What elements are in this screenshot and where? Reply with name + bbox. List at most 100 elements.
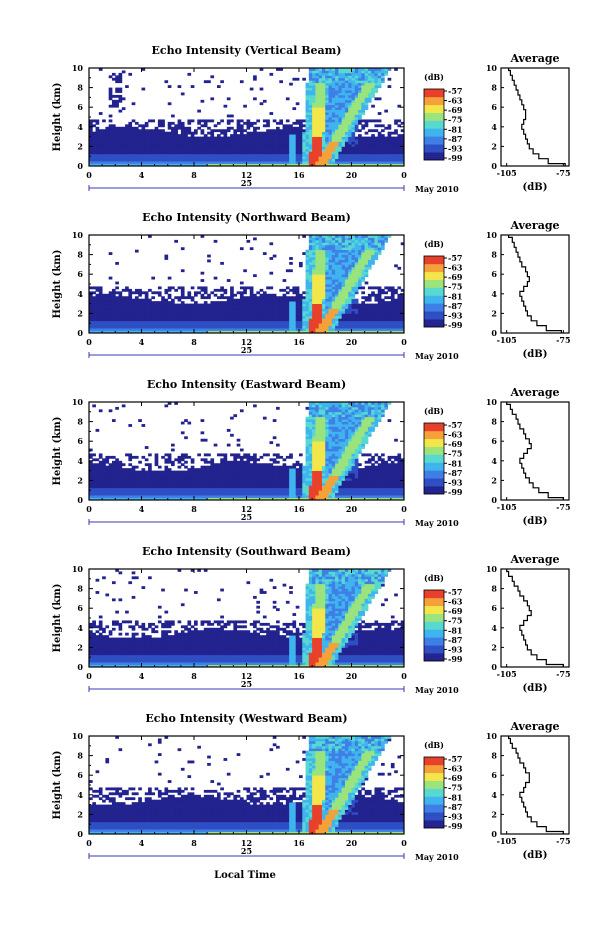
heatmap-cell (213, 315, 218, 319)
heatmap-cell (305, 126, 310, 130)
heatmap-cell (138, 303, 142, 307)
heatmap-cell (144, 490, 149, 494)
heatmap-cell (184, 492, 188, 496)
heatmap-cell (207, 80, 211, 84)
heatmap-cell (171, 328, 175, 331)
heatmap-cell (180, 148, 185, 152)
heatmap-cell (151, 482, 156, 486)
heatmap-cell (312, 87, 316, 91)
heatmap-cell (348, 315, 352, 319)
heatmap-cell (141, 475, 146, 479)
heatmap-cell (246, 325, 251, 329)
heatmap-cell (92, 139, 96, 142)
heatmap-cell (89, 141, 93, 145)
heatmap-cell (305, 261, 310, 265)
heatmap-cell (321, 313, 326, 317)
heatmap-cell (89, 139, 93, 142)
heatmap-cell (292, 301, 297, 304)
heatmap-cell (285, 315, 290, 319)
heatmap-cell (312, 288, 316, 292)
heatmap-cell (141, 323, 146, 327)
heatmap-cell (177, 136, 182, 140)
heatmap-cell (371, 104, 375, 108)
colorbar-tick-label: -57 (448, 86, 462, 96)
heatmap-cell (321, 286, 326, 290)
heatmap-cell (243, 156, 247, 160)
heatmap-cell (331, 308, 336, 312)
heatmap-cell (102, 146, 106, 150)
heatmap-cell (144, 473, 149, 476)
heatmap-cell (312, 239, 316, 243)
heatmap-cell (348, 281, 352, 285)
heatmap-cell (400, 158, 405, 162)
heatmap-cell (115, 475, 119, 479)
colorbar-frame (423, 88, 445, 161)
heatmap-cell (344, 104, 349, 108)
heatmap-cell (92, 487, 96, 491)
heatmap-cell (115, 330, 119, 334)
heatmap-cell (394, 298, 398, 302)
heatmap-cell (105, 313, 110, 317)
heatmap-cell (312, 293, 316, 297)
heatmap-cell (282, 141, 287, 145)
heatmap-cell (364, 146, 369, 150)
heatmap-cell (377, 134, 382, 137)
heatmap-cell (180, 313, 185, 317)
heatmap-cell (144, 310, 149, 314)
heatmap-cell (148, 235, 152, 238)
heatmap-cell (338, 237, 343, 241)
heatmap-cell (102, 480, 106, 484)
heatmap-cell (111, 490, 116, 494)
heatmap-cell (328, 284, 333, 287)
heatmap-cell (125, 492, 129, 496)
heatmap-cell (341, 310, 346, 314)
heatmap-cell (95, 136, 100, 140)
heatmap-cell (187, 126, 192, 130)
heatmap-cell (282, 313, 287, 317)
heatmap-cell (167, 490, 172, 494)
heatmap-cell (213, 323, 218, 327)
heatmap-cell (157, 492, 162, 496)
colorbar-segment (424, 156, 444, 159)
heatmap-cell (111, 315, 116, 319)
heatmap-cell (374, 129, 379, 133)
heatmap-cell (115, 156, 119, 160)
heatmap-cell (312, 237, 316, 241)
heatmap-cell (256, 318, 261, 322)
heatmap-cell (111, 104, 116, 108)
heatmap-cell (259, 315, 264, 319)
heatmap-cell (210, 325, 215, 329)
heatmap-cell (331, 313, 336, 317)
heatmap-cell (151, 303, 156, 307)
heatmap-cell (312, 291, 316, 295)
heatmap-cell (315, 92, 320, 96)
heatmap-cell (315, 266, 320, 270)
heatmap-cell (325, 259, 329, 263)
heatmap-cell (105, 318, 110, 322)
heatmap-cell (266, 161, 270, 164)
heatmap-cell (338, 102, 343, 106)
heatmap-cell (171, 126, 175, 130)
heatmap-cell (125, 156, 129, 160)
heatmap-cell (302, 148, 306, 152)
heatmap-cell (285, 136, 290, 140)
heatmap-cell (266, 301, 270, 304)
heatmap-cell (285, 161, 290, 164)
heatmap-cell (105, 126, 110, 130)
heatmap-cell (397, 286, 402, 290)
heatmap-cell (161, 318, 165, 322)
heatmap-cell (344, 80, 349, 84)
heatmap-cell (174, 303, 178, 307)
heatmap-cell (344, 163, 349, 167)
heatmap-cell (148, 480, 152, 484)
heatmap-cell (171, 158, 175, 162)
heatmap-cell (341, 286, 346, 290)
heatmap-cell (318, 279, 323, 282)
heatmap-cell (295, 131, 300, 135)
heatmap-cell (141, 158, 146, 162)
heatmap-cell (161, 315, 165, 319)
heatmap-cell (394, 306, 398, 309)
heatmap-cell (102, 463, 106, 467)
heatmap-cell (171, 146, 175, 150)
heatmap-cell (364, 131, 369, 135)
